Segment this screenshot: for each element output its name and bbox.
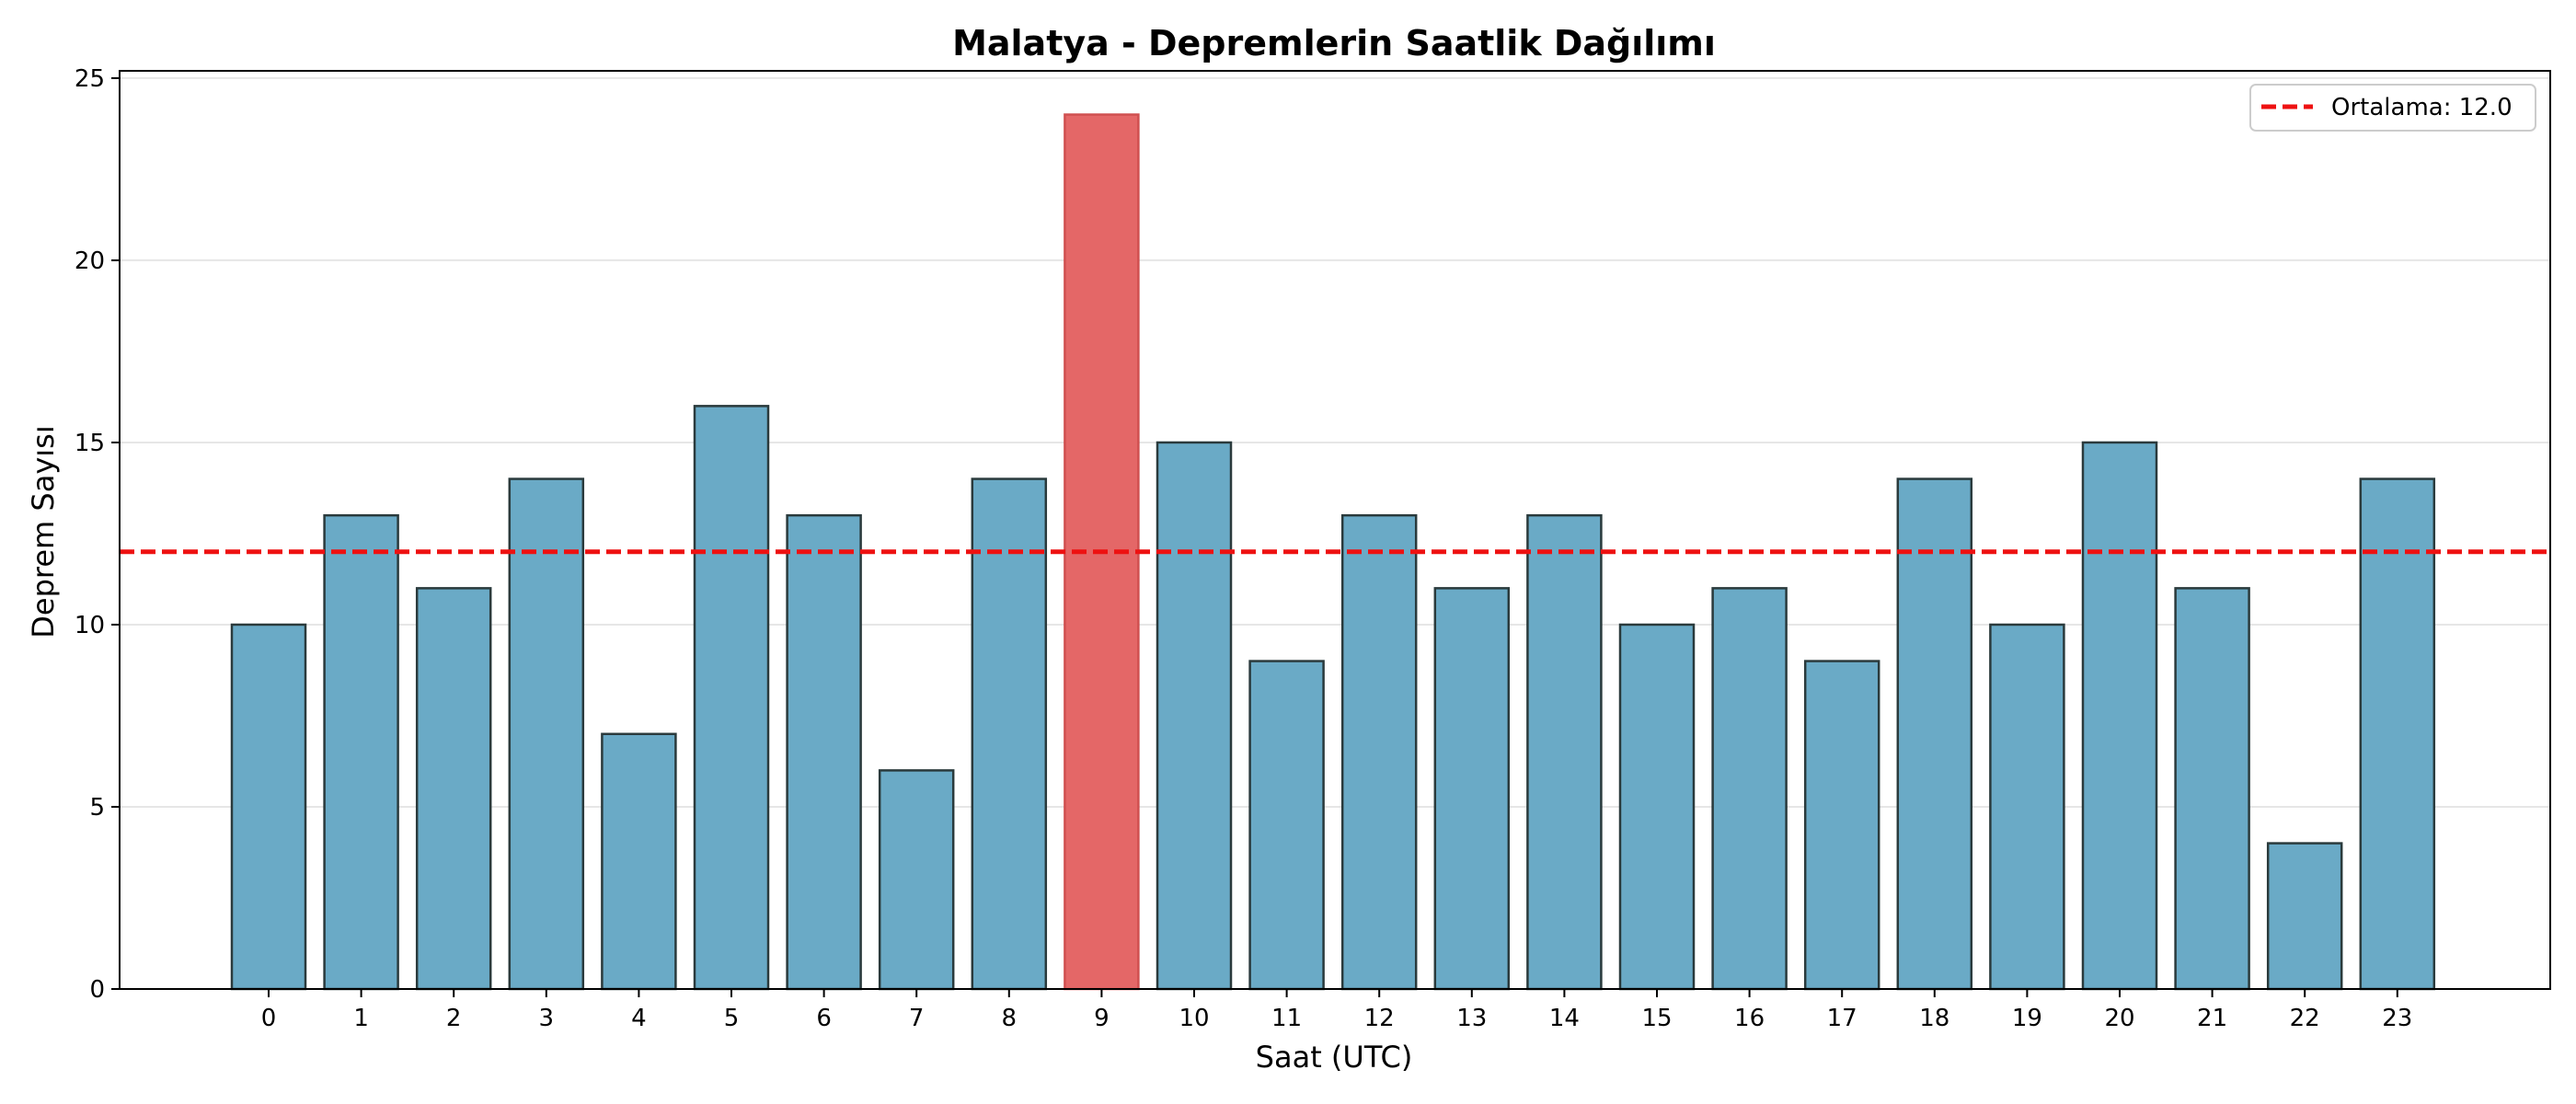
x-tick-label: 21 bbox=[2197, 1005, 2227, 1032]
bar bbox=[1156, 441, 1233, 991]
y-tick-label: 15 bbox=[75, 430, 105, 457]
bar bbox=[1711, 587, 1788, 991]
y-tick-label: 10 bbox=[75, 612, 105, 639]
bar bbox=[1433, 587, 1511, 991]
x-tick-label: 23 bbox=[2382, 1005, 2412, 1032]
x-tick-label: 6 bbox=[816, 1005, 832, 1032]
bar bbox=[415, 587, 492, 991]
legend-label: Ortalama: 12.0 bbox=[2331, 94, 2513, 121]
bar bbox=[1340, 513, 1418, 991]
bar bbox=[971, 477, 1048, 991]
y-tick-label: 20 bbox=[75, 247, 105, 275]
bar bbox=[693, 405, 770, 991]
x-tick-label: 17 bbox=[1827, 1005, 1857, 1032]
bar bbox=[508, 477, 585, 991]
legend: Ortalama: 12.0 bbox=[2249, 84, 2536, 132]
x-axis-label: Saat (UTC) bbox=[1256, 1040, 1413, 1075]
bar bbox=[1526, 513, 1603, 991]
x-tick-label: 1 bbox=[353, 1005, 369, 1032]
y-tick-label: 25 bbox=[75, 65, 105, 93]
y-axis-label: Deprem Sayısı bbox=[26, 425, 61, 638]
bar bbox=[2359, 477, 2436, 991]
x-tick-label: 19 bbox=[2012, 1005, 2042, 1032]
bar bbox=[1803, 660, 1880, 991]
x-tick-label: 10 bbox=[1179, 1005, 1209, 1032]
bar bbox=[323, 513, 399, 991]
x-tick-label: 4 bbox=[631, 1005, 647, 1032]
bar bbox=[601, 732, 677, 991]
bar bbox=[2266, 842, 2343, 991]
bar bbox=[230, 623, 307, 991]
plot-frame bbox=[119, 70, 2551, 990]
x-tick-label: 20 bbox=[2104, 1005, 2134, 1032]
bar bbox=[1896, 477, 1973, 991]
x-tick-label: 12 bbox=[1364, 1005, 1395, 1032]
x-tick-label: 0 bbox=[261, 1005, 277, 1032]
y-tick-label: 0 bbox=[89, 976, 105, 1004]
x-tick-label: 14 bbox=[1549, 1005, 1580, 1032]
x-tick-label: 5 bbox=[724, 1005, 740, 1032]
x-tick-label: 15 bbox=[1641, 1005, 1672, 1032]
x-tick-label: 9 bbox=[1094, 1005, 1110, 1032]
y-axis-ticks: 0 5 10 15 20 25 bbox=[75, 65, 120, 1004]
x-tick-label: 18 bbox=[1919, 1005, 1949, 1032]
bar bbox=[878, 769, 955, 991]
x-tick-label: 8 bbox=[1002, 1005, 1018, 1032]
bar bbox=[2174, 587, 2250, 991]
x-tick-label: 22 bbox=[2290, 1005, 2320, 1032]
y-tick-label: 5 bbox=[89, 794, 105, 822]
bars bbox=[230, 113, 2436, 991]
bar bbox=[1989, 623, 2065, 991]
x-tick-label: 13 bbox=[1456, 1005, 1487, 1032]
x-tick-label: 2 bbox=[446, 1005, 462, 1032]
x-axis-ticks: 0 1 2 3 4 5 6 7 8 9 10 11 12 13 14 15 16 17 18 19 20 21 22 23 bbox=[261, 989, 2412, 1032]
bar bbox=[786, 513, 862, 991]
bar bbox=[2081, 441, 2158, 991]
x-tick-label: 16 bbox=[1734, 1005, 1765, 1032]
legend-box bbox=[2249, 84, 2536, 132]
bar bbox=[1618, 623, 1696, 991]
x-tick-label: 11 bbox=[1271, 1005, 1302, 1032]
chart-title: Malatya - Depremlerin Saatlik Dağılımı bbox=[952, 23, 1716, 63]
x-tick-label: 3 bbox=[539, 1005, 555, 1032]
x-tick-label: 7 bbox=[909, 1005, 925, 1032]
bar bbox=[1248, 660, 1325, 991]
